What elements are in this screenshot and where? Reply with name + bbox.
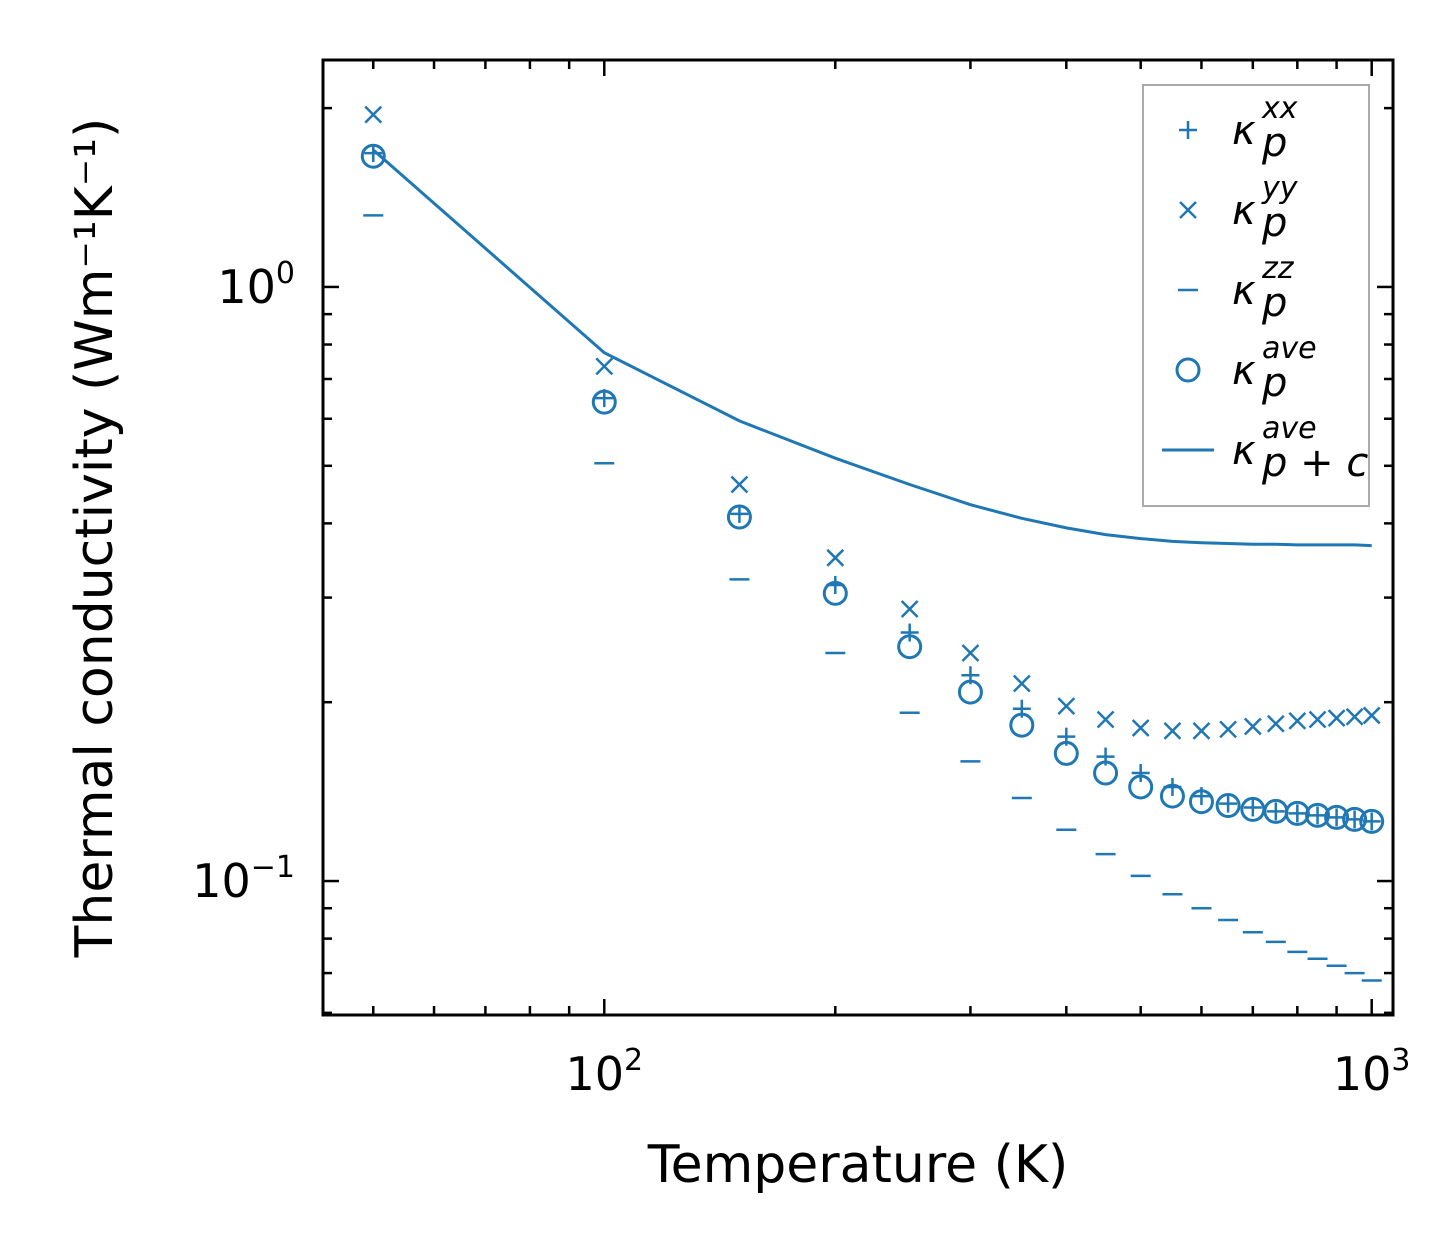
data-point <box>1215 793 1241 819</box>
data-point <box>1219 794 1238 813</box>
data-point <box>1163 721 1182 740</box>
data-point <box>1128 774 1154 800</box>
data-point <box>1057 697 1076 715</box>
legend-subscript: p <box>1261 120 1287 166</box>
data-point <box>1053 740 1079 766</box>
tick-labels: 102 103 10−1 100 <box>192 256 1410 1101</box>
data-point <box>591 389 617 415</box>
data-point <box>1288 712 1307 730</box>
data-point <box>957 679 983 705</box>
legend-entry: κ zzp <box>1178 251 1295 326</box>
legend-marker <box>1175 357 1201 383</box>
data-point <box>900 623 919 642</box>
y-axis-label: Thermal conductivity (Wm⁻¹K⁻¹) <box>65 118 125 959</box>
legend-marker <box>1179 121 1197 139</box>
data-point <box>1362 706 1381 725</box>
legend-subscript: p <box>1261 200 1287 246</box>
series-circle <box>360 143 1385 834</box>
legend-label: κ yy <box>1232 171 1299 234</box>
legend-entry: κ yyp <box>1179 171 1299 246</box>
data-point <box>595 357 614 376</box>
data-point <box>730 475 749 494</box>
data-point <box>822 580 848 606</box>
data-point <box>1219 720 1238 739</box>
x-tick-label: 102 <box>565 1043 643 1101</box>
x-axis-label: Temperature (K) <box>647 1135 1069 1195</box>
legend-subscript: p + c <box>1261 440 1368 486</box>
data-point <box>360 143 386 169</box>
legend-label: κ zz <box>1232 251 1295 314</box>
legend-label: κ xx <box>1232 91 1298 154</box>
data-point <box>1096 710 1115 729</box>
y-tick-label: 10−1 <box>192 850 295 908</box>
series-line <box>372 148 1372 548</box>
data-point <box>1012 674 1031 693</box>
data-point <box>1131 719 1150 737</box>
data-point <box>730 504 749 523</box>
data-point <box>1131 764 1150 783</box>
data-point <box>900 600 919 618</box>
legend-subscript: p <box>1261 360 1287 406</box>
data-point <box>1159 783 1185 809</box>
data-point <box>1324 804 1350 830</box>
data-point <box>1342 806 1368 832</box>
data-point <box>1327 709 1346 728</box>
legend-marker <box>1179 201 1197 219</box>
data-point <box>826 548 845 567</box>
data-point <box>1243 717 1262 736</box>
series-x <box>364 105 1381 740</box>
data-point <box>364 105 383 124</box>
data-point <box>1308 806 1327 825</box>
data-point <box>897 634 923 660</box>
plot-area <box>360 105 1385 982</box>
legend-subscript: p <box>1261 280 1287 326</box>
data-point <box>726 504 752 530</box>
data-point <box>1305 802 1331 828</box>
legend-label: κ ave <box>1232 411 1317 474</box>
axes-frame <box>321 58 1395 1017</box>
x-tick-label: 103 <box>1333 1043 1411 1101</box>
data-point <box>1308 710 1327 729</box>
data-point <box>1359 808 1385 834</box>
y-tick-label: 100 <box>217 256 295 314</box>
legend-entry: κ xxp <box>1179 91 1298 166</box>
data-point <box>1093 760 1119 786</box>
data-point <box>1009 712 1035 738</box>
data-point <box>1345 707 1364 726</box>
data-point <box>1243 798 1262 817</box>
data-point <box>1266 802 1285 821</box>
data-point <box>364 144 383 163</box>
data-point <box>1284 800 1310 826</box>
legend-frame <box>1142 84 1370 507</box>
data-point <box>1288 804 1307 823</box>
data-point <box>1192 721 1211 740</box>
data-point <box>1266 714 1285 733</box>
series-line <box>372 148 1372 548</box>
series-hline <box>363 214 1382 982</box>
data-point <box>1188 789 1214 815</box>
data-point <box>961 644 980 662</box>
legend-label: κ ave <box>1232 331 1317 394</box>
